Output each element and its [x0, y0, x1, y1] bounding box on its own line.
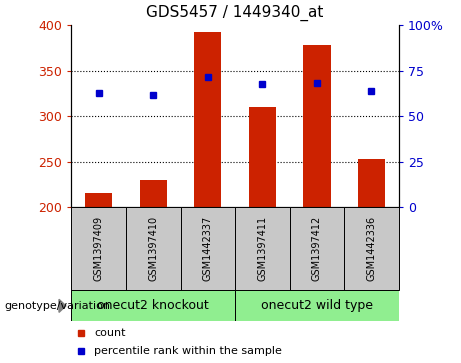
Text: onecut2 knockout: onecut2 knockout: [97, 299, 209, 312]
Text: GSM1442337: GSM1442337: [203, 216, 213, 281]
Bar: [290, 207, 344, 290]
Polygon shape: [59, 299, 66, 312]
Bar: [140, 180, 167, 207]
Title: GDS5457 / 1449340_at: GDS5457 / 1449340_at: [147, 5, 324, 21]
Bar: [85, 193, 112, 207]
Text: GSM1397410: GSM1397410: [148, 216, 158, 281]
Bar: [344, 207, 399, 290]
Bar: [194, 32, 221, 207]
Text: onecut2 wild type: onecut2 wild type: [261, 299, 373, 312]
Text: GSM1397411: GSM1397411: [257, 216, 267, 281]
Text: count: count: [95, 328, 126, 338]
Bar: [235, 290, 399, 321]
Bar: [71, 207, 126, 290]
Text: GSM1442336: GSM1442336: [366, 216, 377, 281]
Bar: [249, 107, 276, 207]
Bar: [181, 207, 235, 290]
Bar: [126, 207, 181, 290]
Bar: [71, 290, 235, 321]
Bar: [358, 159, 385, 207]
Text: percentile rank within the sample: percentile rank within the sample: [95, 346, 282, 356]
Bar: [235, 207, 290, 290]
Text: GSM1397412: GSM1397412: [312, 216, 322, 281]
Bar: [303, 45, 331, 207]
Text: GSM1397409: GSM1397409: [94, 216, 104, 281]
Text: genotype/variation: genotype/variation: [5, 301, 111, 311]
